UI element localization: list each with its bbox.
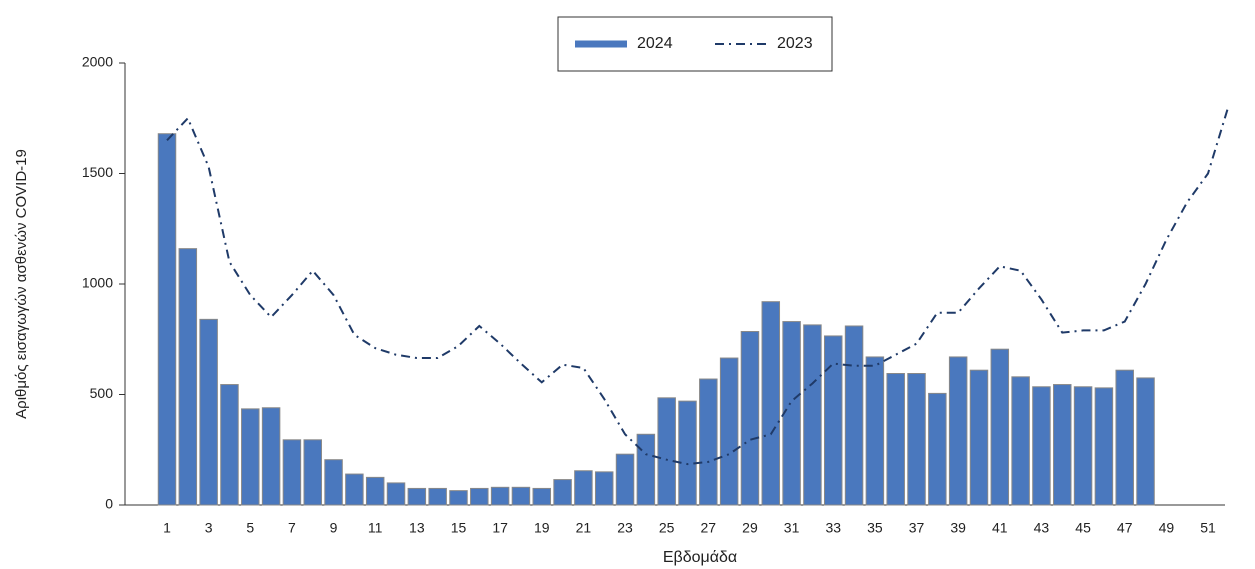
bar [324, 459, 343, 506]
y-tick-label: 2000 [82, 54, 113, 70]
x-tick-label: 33 [825, 520, 841, 536]
bar [1053, 384, 1072, 506]
x-tick-label: 27 [701, 520, 717, 536]
x-tick-label: 49 [1159, 520, 1175, 536]
bar [428, 487, 447, 506]
y-tick-label: 1000 [82, 275, 113, 291]
x-tick-label: 17 [492, 520, 508, 536]
y-tick-label: 0 [105, 496, 113, 512]
bar [803, 324, 822, 506]
bar [823, 335, 843, 506]
y-tick-label: 500 [90, 385, 114, 401]
bar [865, 356, 885, 506]
bar [636, 433, 656, 506]
x-tick-label: 1 [163, 520, 171, 536]
legend-label: 2024 [637, 35, 673, 52]
bar [719, 357, 739, 506]
x-tick-label: 43 [1034, 520, 1050, 536]
x-tick-label: 39 [950, 520, 966, 536]
y-tick-label: 1500 [82, 164, 113, 180]
bar [241, 408, 260, 506]
bar [761, 301, 781, 506]
bar [386, 482, 406, 506]
bar [782, 321, 801, 506]
bar [511, 486, 531, 506]
x-tick-label: 15 [451, 520, 467, 536]
bar [490, 486, 510, 506]
x-tick-label: 47 [1117, 520, 1133, 536]
bar [407, 487, 427, 506]
bar [178, 248, 198, 506]
x-axis-title: Εβδομάδα [663, 549, 737, 566]
bar [345, 473, 364, 506]
x-tick-label: 13 [409, 520, 425, 536]
y-axis-title: Αριθμός εισαγωγών ασθενών COVID-19 [13, 149, 30, 419]
bar [699, 378, 718, 506]
bar [844, 325, 864, 506]
bar [740, 331, 760, 506]
bar [615, 453, 635, 506]
x-tick-label: 25 [659, 520, 675, 536]
x-tick-label: 29 [742, 520, 758, 536]
bar [449, 490, 468, 506]
bar [1011, 376, 1030, 506]
legend-label: 2023 [777, 35, 813, 52]
bar [553, 479, 572, 506]
x-tick-label: 23 [617, 520, 633, 536]
x-tick-label: 35 [867, 520, 883, 536]
bar [948, 356, 968, 506]
x-tick-label: 51 [1200, 520, 1216, 536]
bar [282, 439, 302, 506]
bar [303, 439, 322, 506]
bar [157, 133, 177, 506]
bar [907, 373, 926, 506]
bar [199, 318, 218, 506]
bar [532, 487, 552, 506]
x-tick-label: 37 [909, 520, 925, 536]
bar [678, 400, 697, 506]
bar [990, 348, 1010, 506]
x-tick-label: 45 [1075, 520, 1091, 536]
bar [928, 392, 947, 506]
x-tick-label: 21 [576, 520, 592, 536]
x-tick-label: 19 [534, 520, 550, 536]
x-tick-label: 5 [246, 520, 254, 536]
x-tick-label: 3 [205, 520, 213, 536]
bar [969, 369, 989, 506]
bar [1073, 386, 1093, 506]
bar [261, 407, 281, 506]
bar [594, 471, 614, 506]
x-tick-label: 41 [992, 520, 1008, 536]
x-tick-label: 9 [330, 520, 338, 536]
bar [220, 384, 239, 506]
x-tick-label: 31 [784, 520, 800, 536]
x-tick-label: 11 [368, 520, 383, 536]
line [166, 104, 1230, 466]
bar [1094, 387, 1114, 506]
bar [574, 470, 593, 506]
bar [1136, 377, 1155, 506]
bar [1032, 386, 1051, 506]
bar [657, 397, 676, 506]
bar [470, 487, 489, 506]
bar [1115, 369, 1134, 506]
bar [886, 373, 905, 506]
bar [365, 476, 385, 506]
x-tick-label: 7 [288, 520, 296, 536]
